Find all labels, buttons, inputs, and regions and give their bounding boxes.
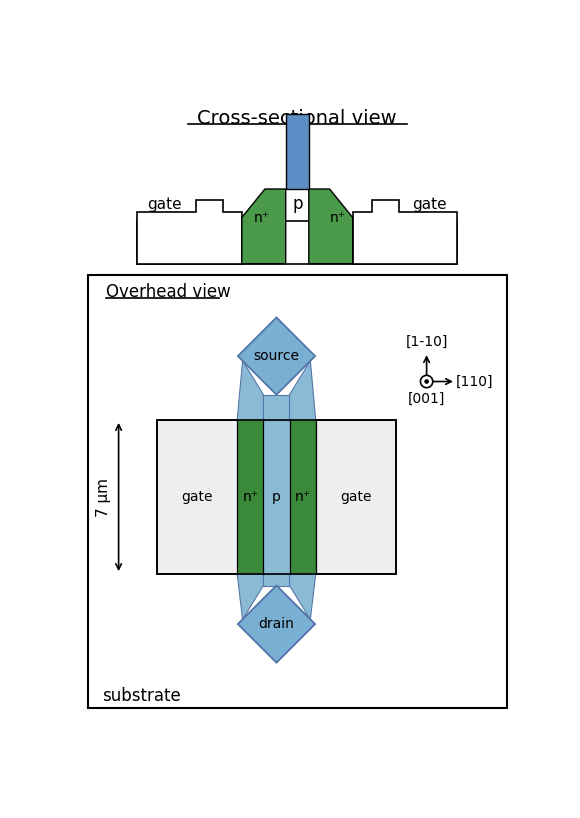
Circle shape — [425, 380, 429, 384]
Polygon shape — [238, 317, 315, 394]
Polygon shape — [289, 361, 316, 420]
Text: drain: drain — [259, 617, 295, 631]
Bar — [137, 222, 458, 263]
Text: 7 μm: 7 μm — [96, 478, 111, 516]
Polygon shape — [309, 189, 353, 263]
Text: drain: drain — [259, 617, 295, 631]
Text: gate: gate — [412, 197, 447, 212]
Polygon shape — [263, 394, 289, 420]
Polygon shape — [237, 574, 263, 619]
Polygon shape — [237, 361, 263, 420]
Polygon shape — [238, 317, 315, 394]
Polygon shape — [242, 189, 286, 263]
Text: p: p — [272, 490, 281, 504]
Text: [110]: [110] — [456, 375, 493, 389]
Polygon shape — [137, 200, 242, 263]
Text: gate: gate — [182, 490, 213, 504]
Text: n⁺: n⁺ — [295, 490, 311, 504]
Bar — [157, 420, 396, 574]
Bar — [286, 115, 309, 189]
Text: Cross-sectional view: Cross-sectional view — [197, 109, 397, 128]
Text: substrate: substrate — [102, 686, 180, 704]
Bar — [237, 420, 263, 574]
Text: p: p — [292, 196, 303, 213]
Polygon shape — [263, 574, 289, 586]
Text: source: source — [253, 349, 299, 363]
Text: Overhead view: Overhead view — [106, 283, 231, 301]
Bar — [263, 420, 289, 574]
Polygon shape — [289, 574, 316, 619]
Text: gate: gate — [147, 197, 182, 212]
Bar — [157, 420, 396, 574]
Text: source: source — [253, 349, 299, 363]
Bar — [289, 420, 316, 574]
Text: gate: gate — [340, 490, 372, 504]
Text: n⁺: n⁺ — [329, 210, 345, 224]
Bar — [88, 276, 507, 708]
Text: [1-10]: [1-10] — [405, 335, 448, 348]
Circle shape — [420, 375, 433, 388]
Polygon shape — [238, 586, 315, 663]
Text: n⁺: n⁺ — [242, 490, 258, 504]
Polygon shape — [238, 586, 315, 663]
Polygon shape — [353, 200, 458, 263]
Text: n⁺: n⁺ — [254, 210, 270, 224]
Text: [001]: [001] — [408, 392, 445, 406]
